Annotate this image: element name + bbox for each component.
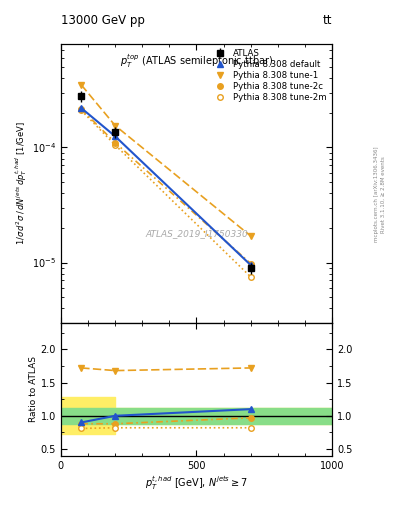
Pythia 8.308 tune-2m	[248, 274, 253, 280]
Pythia 8.308 tune-1	[248, 233, 253, 239]
Line: Pythia 8.308 tune-1: Pythia 8.308 tune-1	[78, 81, 254, 240]
Pythia 8.308 tune-2c	[113, 140, 118, 146]
Text: 13000 GeV pp: 13000 GeV pp	[61, 14, 145, 27]
Y-axis label: $1/\sigma\, d^2\sigma\, /\, dN^{jets}\, dp_T^{t,had}$ [1/GeV]: $1/\sigma\, d^2\sigma\, /\, dN^{jets}\, …	[13, 121, 29, 245]
Pythia 8.308 tune-2m	[79, 108, 84, 114]
Y-axis label: Ratio to ATLAS: Ratio to ATLAS	[29, 356, 38, 422]
Pythia 8.308 tune-2m	[113, 142, 118, 148]
Pythia 8.308 tune-2c	[79, 106, 84, 112]
Line: Pythia 8.308 tune-2m: Pythia 8.308 tune-2m	[79, 108, 253, 280]
Pythia 8.308 tune-2c	[248, 261, 253, 267]
Legend: ATLAS, Pythia 8.308 default, Pythia 8.308 tune-1, Pythia 8.308 tune-2c, Pythia 8: ATLAS, Pythia 8.308 default, Pythia 8.30…	[208, 45, 331, 106]
Text: mcplots.cern.ch [arXiv:1306.3436]: mcplots.cern.ch [arXiv:1306.3436]	[374, 147, 378, 242]
Pythia 8.308 tune-1	[113, 122, 118, 129]
Text: $p_T^{top}$ (ATLAS semileptonic ttbar): $p_T^{top}$ (ATLAS semileptonic ttbar)	[120, 52, 273, 70]
X-axis label: $p_T^{t,had}$ [GeV], $N^{jets} \geq 7$: $p_T^{t,had}$ [GeV], $N^{jets} \geq 7$	[145, 475, 248, 492]
Pythia 8.308 default	[79, 105, 84, 111]
Line: Pythia 8.308 tune-2c: Pythia 8.308 tune-2c	[79, 106, 253, 266]
Text: Rivet 3.1.10, ≥ 2.8M events: Rivet 3.1.10, ≥ 2.8M events	[381, 156, 386, 233]
Pythia 8.308 default	[248, 262, 253, 268]
Pythia 8.308 default	[113, 133, 118, 139]
Text: tt: tt	[323, 14, 332, 27]
Line: Pythia 8.308 default: Pythia 8.308 default	[78, 104, 254, 269]
Pythia 8.308 tune-1	[79, 82, 84, 88]
Text: ATLAS_2019_I1750330: ATLAS_2019_I1750330	[145, 229, 248, 238]
